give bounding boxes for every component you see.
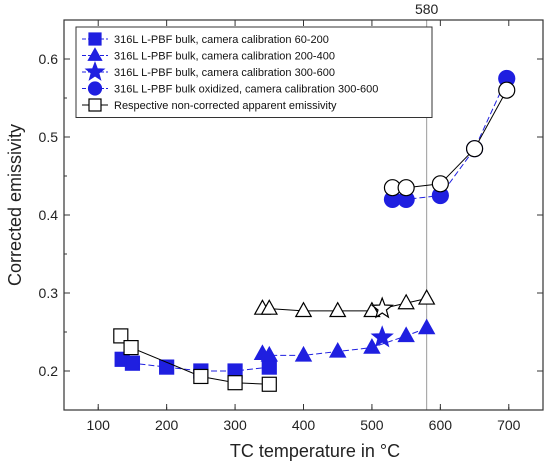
series-layer xyxy=(113,69,516,392)
legend-marker xyxy=(84,60,106,81)
legend-label: 316L L-PBF bulk, camera calibration 200-… xyxy=(114,51,335,63)
x-tick-label: 400 xyxy=(292,417,316,433)
series-5-point xyxy=(397,293,415,310)
x-tick-label: 500 xyxy=(360,417,384,433)
x-tick-label: 700 xyxy=(497,417,521,433)
x-tick-label: 200 xyxy=(155,417,179,433)
series-7-point xyxy=(431,175,449,193)
series-1-point xyxy=(260,345,279,362)
legend-entry: Respective non-corrected apparent emissi… xyxy=(82,98,337,112)
series-1-point xyxy=(397,326,415,343)
series-4-point xyxy=(113,328,129,344)
legend: 316L L-PBF bulk, camera calibration 60-2… xyxy=(75,26,433,118)
legend-label: 316L L-PBF bulk oxidized, camera calibra… xyxy=(114,84,378,96)
series-6 xyxy=(370,296,394,319)
series-4 xyxy=(113,328,277,392)
series-5-point xyxy=(363,301,381,318)
series-4-point xyxy=(193,368,209,385)
series-4-point xyxy=(261,376,277,392)
legend-box xyxy=(75,26,433,118)
series-7-point xyxy=(397,179,415,197)
x-tick-label: 100 xyxy=(87,417,111,433)
y-tick-label: 0.3 xyxy=(39,285,59,301)
series-0-point xyxy=(124,355,141,371)
series-2-point xyxy=(370,325,394,348)
series-7-point xyxy=(498,81,516,99)
series-1-point xyxy=(328,342,347,358)
legend-marker xyxy=(88,98,102,112)
series-1-point xyxy=(417,318,436,335)
series-2 xyxy=(370,325,394,348)
series-4-point xyxy=(227,375,243,391)
y-tick-label: 0.5 xyxy=(39,129,59,145)
series-4-point xyxy=(123,340,139,356)
y-tick-label: 0.2 xyxy=(39,363,59,379)
x-axis-title: TC temperature in °C xyxy=(230,441,400,461)
x-tick-label: 300 xyxy=(223,417,247,433)
series-0-point xyxy=(261,359,277,375)
series-5-point xyxy=(294,301,313,318)
y-tick-label: 0.6 xyxy=(39,51,59,67)
series-5 xyxy=(253,288,436,318)
legend-entry: 316L L-PBF bulk, camera calibration 60-2… xyxy=(82,32,329,46)
legend-entry: 316L L-PBF bulk, camera calibration 200-… xyxy=(82,47,335,63)
series-5-point xyxy=(260,299,279,315)
legend-entry: 316L L-PBF bulk, camera calibration 300-… xyxy=(82,60,335,81)
series-5-point xyxy=(328,301,347,318)
legend-label: 316L L-PBF bulk, camera calibration 300-… xyxy=(114,67,335,79)
legend-entry: 316L L-PBF bulk oxidized, camera calibra… xyxy=(82,81,378,96)
legend-marker xyxy=(87,47,103,61)
legend-marker xyxy=(88,32,102,46)
series-1 xyxy=(253,318,436,362)
series-5-point xyxy=(417,288,436,305)
legend-marker xyxy=(87,81,103,96)
series-6-point xyxy=(370,296,394,319)
series-7-point xyxy=(465,140,484,158)
legend-label: Respective non-corrected apparent emissi… xyxy=(114,100,337,112)
axis-layer: 100 200 300 400 500 600 700 0.2 0.3 0.4 0.5 0.6 xyxy=(39,19,543,433)
reference-line-label: 580 xyxy=(415,1,439,17)
y-tick-label: 0.4 xyxy=(39,207,59,223)
series-1-point xyxy=(294,345,313,362)
y-axis-title: Corrected emissivity xyxy=(5,124,25,286)
legend-label: 316L L-PBF bulk, camera calibration 60-2… xyxy=(114,34,329,46)
x-tick-label: 600 xyxy=(429,417,453,433)
series-7 xyxy=(383,81,516,197)
